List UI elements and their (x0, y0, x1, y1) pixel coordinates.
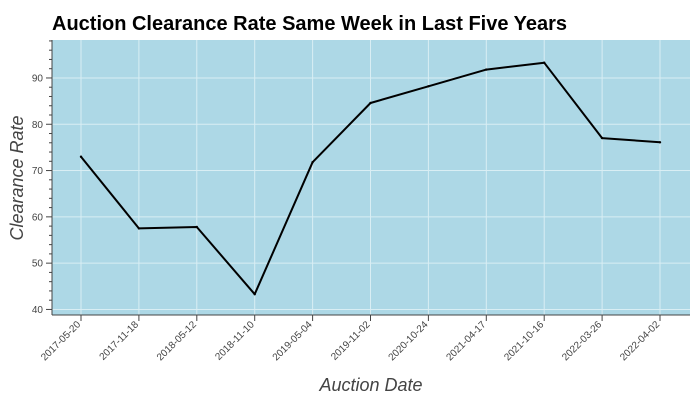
data-point (195, 225, 198, 229)
series-layer (79, 61, 662, 296)
y-tick-label: 60 (32, 212, 44, 223)
x-tick-label: 2022-04-02 (618, 319, 662, 363)
data-point (543, 61, 546, 64)
x-tick-label: 2017-05-20 (39, 319, 83, 363)
data-point (369, 101, 372, 105)
x-axis-label: Auction Date (318, 375, 422, 395)
data-point (427, 85, 430, 88)
y-tick-label: 70 (32, 166, 44, 177)
axes (46, 40, 690, 321)
data-point (600, 136, 604, 140)
data-point (137, 227, 141, 230)
chart-title: Auction Clearance Rate Same Week in Last… (52, 13, 567, 35)
data-point (311, 161, 314, 164)
x-tick-label: 2022-03-26 (560, 319, 604, 363)
grid-lines (52, 40, 690, 315)
data-point (485, 68, 488, 71)
y-tick-label: 40 (32, 305, 44, 316)
x-tick-label: 2021-04-17 (444, 319, 488, 363)
y-tick-label: 50 (32, 259, 44, 270)
data-point (658, 141, 662, 144)
x-tick-label: 2018-11-10 (213, 319, 257, 363)
x-tick-label: 2021-10-16 (502, 319, 546, 363)
x-tick-label: 2019-11-02 (329, 319, 373, 363)
y-tick-label: 90 (32, 73, 44, 84)
data-point (253, 293, 256, 296)
x-tick-label: 2020-10-24 (387, 319, 431, 363)
x-tick-label: 2018-05-12 (155, 319, 199, 363)
data-point (79, 155, 83, 158)
y-axis-label: Clearance Rate (7, 115, 27, 240)
x-tick-label: 2019-05-04 (271, 319, 315, 363)
x-tick-label: 2017-11-18 (98, 319, 142, 363)
y-tick-label: 80 (32, 120, 44, 131)
